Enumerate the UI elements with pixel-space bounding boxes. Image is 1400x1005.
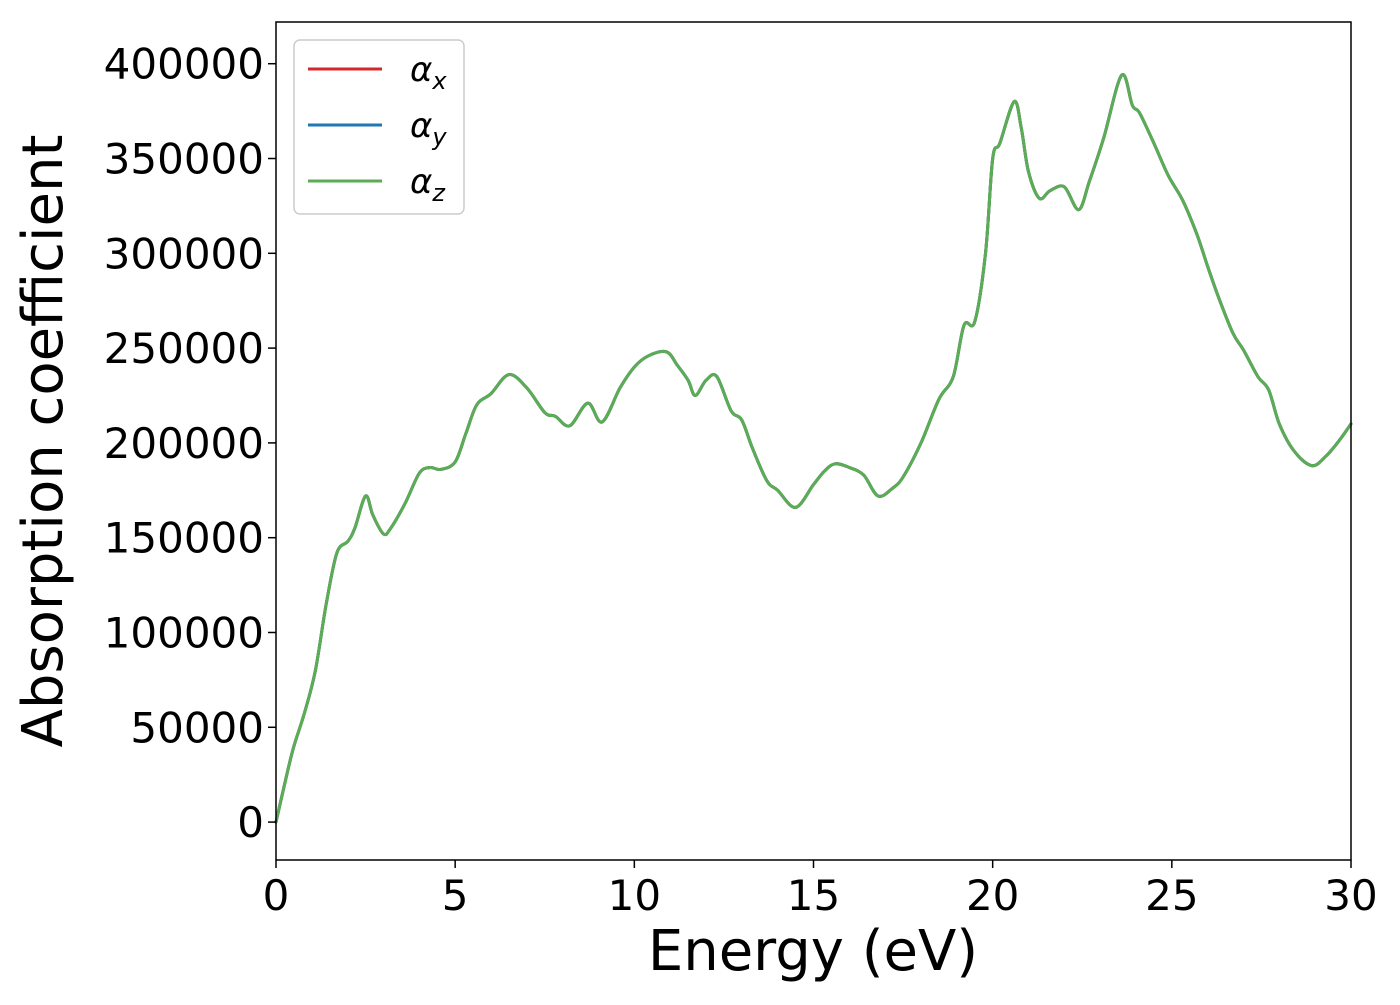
series-line-z: [274, 73, 1353, 824]
y-axis-ticks: 0 50000 100000 150000 200000 250000 300000 3500…: [104, 40, 276, 847]
y-tick-label: 400000: [104, 40, 264, 89]
y-tick-label: 250000: [104, 324, 264, 373]
x-tick-label: 0: [263, 871, 290, 920]
y-tick-label: 0: [237, 798, 264, 847]
y-tick-label: 350000: [104, 135, 264, 184]
x-axis-label: Energy (eV): [648, 919, 978, 984]
legend-subscript-z: z: [431, 179, 446, 207]
y-tick-label: 50000: [130, 703, 264, 752]
legend-subscript-y: y: [431, 123, 447, 151]
x-tick-label: 5: [442, 871, 469, 920]
y-tick-label: 150000: [104, 514, 264, 563]
legend-subscript-x: x: [431, 67, 447, 95]
legend-box: [293, 39, 465, 215]
y-tick-label: 200000: [104, 419, 264, 468]
series-layer: [274, 73, 1353, 824]
x-tick-label: 15: [787, 871, 840, 920]
y-axis-label: Absorption coefficient: [11, 135, 76, 748]
x-tick-label: 20: [966, 871, 1019, 920]
x-tick-label: 30: [1324, 871, 1377, 920]
x-tick-label: 25: [1145, 871, 1198, 920]
y-tick-label: 100000: [104, 608, 264, 657]
x-axis-ticks: 0 5 10 15 20 25 30: [263, 860, 1378, 920]
y-tick-label: 300000: [104, 229, 264, 278]
x-tick-label: 10: [608, 871, 661, 920]
